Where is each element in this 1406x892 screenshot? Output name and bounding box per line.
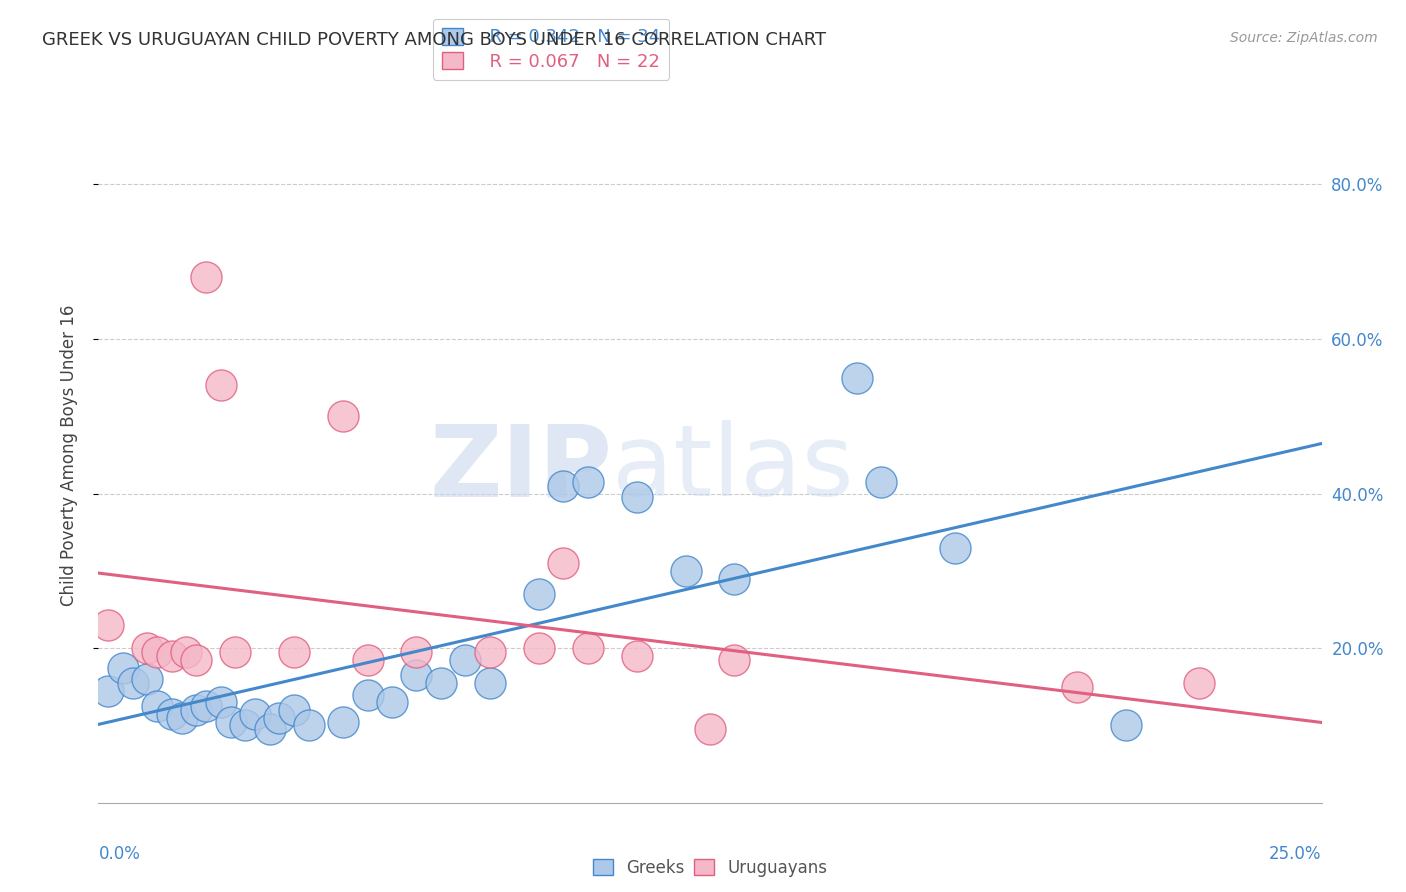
Point	[186, 703, 208, 717]
Point	[478, 676, 501, 690]
Text: 0.0%: 0.0%	[98, 845, 141, 863]
Point	[1115, 718, 1137, 732]
Point	[356, 688, 378, 702]
Point	[283, 645, 305, 659]
Point	[219, 714, 242, 729]
Point	[195, 699, 218, 714]
Text: Source: ZipAtlas.com: Source: ZipAtlas.com	[1230, 31, 1378, 45]
Point	[209, 378, 232, 392]
Point	[405, 668, 427, 682]
Point	[160, 648, 183, 663]
Text: atlas: atlas	[612, 420, 853, 517]
Point	[136, 672, 159, 686]
Point	[97, 618, 120, 632]
Point	[675, 564, 697, 578]
Point	[430, 676, 453, 690]
Point	[209, 695, 232, 709]
Point	[233, 718, 256, 732]
Point	[723, 572, 745, 586]
Point	[195, 270, 218, 285]
Point	[356, 653, 378, 667]
Point	[723, 653, 745, 667]
Point	[121, 676, 143, 690]
Point	[146, 699, 169, 714]
Point	[943, 541, 966, 555]
Text: GREEK VS URUGUAYAN CHILD POVERTY AMONG BOYS UNDER 16 CORRELATION CHART: GREEK VS URUGUAYAN CHILD POVERTY AMONG B…	[42, 31, 827, 49]
Point	[576, 475, 599, 489]
Point	[269, 711, 291, 725]
Point	[146, 645, 169, 659]
Point	[1066, 680, 1088, 694]
Point	[527, 587, 550, 601]
Point	[405, 645, 427, 659]
Point	[298, 718, 321, 732]
Point	[845, 370, 868, 384]
Point	[283, 703, 305, 717]
Point	[553, 556, 575, 570]
Point	[576, 641, 599, 656]
Point	[176, 645, 198, 659]
Point	[170, 711, 193, 725]
Point	[111, 660, 134, 674]
Point	[699, 723, 721, 737]
Point	[553, 479, 575, 493]
Point	[160, 706, 183, 721]
Point	[243, 706, 266, 721]
Text: ZIP: ZIP	[429, 420, 612, 517]
Point	[259, 723, 281, 737]
Point	[870, 475, 893, 489]
Point	[381, 695, 404, 709]
Point	[186, 653, 208, 667]
Point	[626, 491, 648, 505]
Point	[527, 641, 550, 656]
Point	[478, 645, 501, 659]
Point	[1188, 676, 1211, 690]
Y-axis label: Child Poverty Among Boys Under 16: Child Poverty Among Boys Under 16	[59, 304, 77, 606]
Point	[136, 641, 159, 656]
Point	[454, 653, 477, 667]
Text: 25.0%: 25.0%	[1270, 845, 1322, 863]
Point	[97, 683, 120, 698]
Legend: Greeks, Uruguayans: Greeks, Uruguayans	[583, 850, 837, 885]
Point	[626, 648, 648, 663]
Point	[332, 409, 354, 424]
Point	[332, 714, 354, 729]
Point	[224, 645, 246, 659]
